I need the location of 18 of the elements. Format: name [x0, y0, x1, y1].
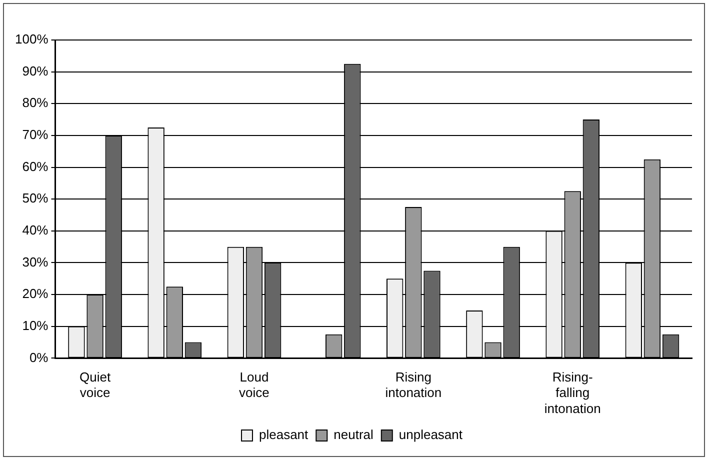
y-tick-label: 30% — [22, 254, 49, 270]
x-tick-label: Rising intonation — [385, 370, 442, 400]
x-tick-label: Loud voice — [239, 370, 270, 400]
legend-label: unpleasant — [398, 427, 463, 442]
y-tick-label: 10% — [22, 318, 49, 333]
y-tick-label: 80% — [22, 95, 49, 110]
y-tick-label: 20% — [22, 286, 49, 302]
y-tick-label: 0% — [29, 350, 49, 365]
y-tick-label: 40% — [22, 222, 49, 238]
y-tick-label: 60% — [22, 158, 49, 174]
y-tick-label: 90% — [22, 63, 49, 78]
legend-label: neutral — [334, 427, 374, 442]
y-tick-label: 50% — [22, 190, 49, 206]
x-tick-label: Rising-falling intonation — [544, 370, 601, 416]
x-tick-label: Quiet voice — [80, 370, 111, 400]
legend-label: pleasant — [258, 427, 309, 442]
y-tick-label: 70% — [22, 127, 49, 142]
y-tick-label: 100% — [15, 32, 49, 47]
